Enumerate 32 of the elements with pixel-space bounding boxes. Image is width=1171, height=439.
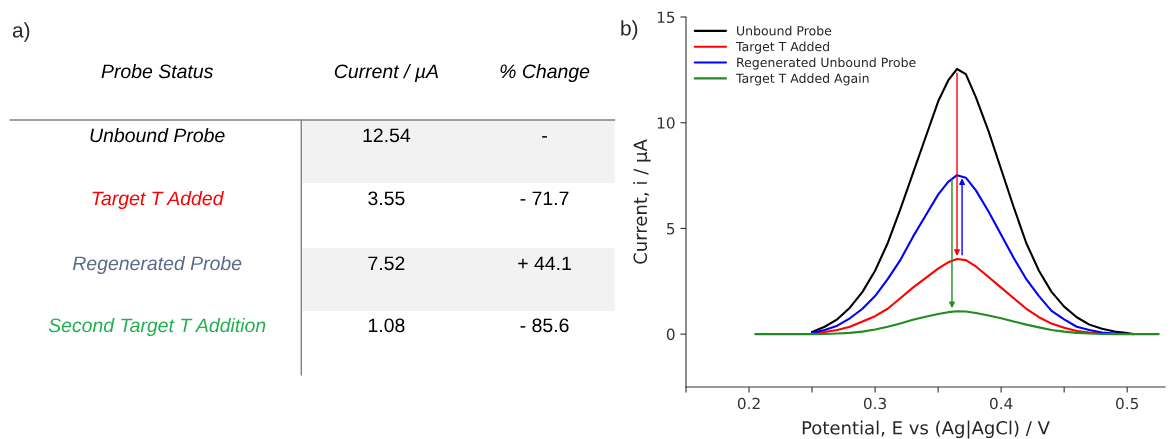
text: 1.08 bbox=[368, 318, 405, 333]
text: - 85.6 bbox=[520, 318, 569, 333]
x-axis-title: Potential, E vs (Ag|AgCl) / V bbox=[802, 420, 1050, 439]
text: 7.52 bbox=[368, 256, 405, 271]
text: % Change bbox=[500, 63, 590, 83]
chart-title: b) bbox=[621, 20, 638, 40]
text: Current / µA bbox=[334, 63, 438, 83]
text: Unbound Probe bbox=[90, 127, 225, 143]
text: a) bbox=[12, 22, 30, 42]
line-series bbox=[754, 310, 1160, 336]
text: 12.54 bbox=[363, 128, 411, 143]
legend-label: Target T Added bbox=[735, 41, 829, 54]
y-tick-label: 5 bbox=[667, 223, 675, 235]
x-tick-label: 0.3 bbox=[863, 397, 886, 410]
x-tick-label: 0.4 bbox=[989, 397, 1013, 410]
text: - bbox=[542, 136, 547, 138]
x-tick-label: 0.2 bbox=[737, 397, 760, 410]
text: Probe Status bbox=[101, 63, 213, 79]
y-tick-label: 0 bbox=[666, 328, 675, 341]
text: Regenerated Probe bbox=[72, 255, 242, 275]
legend-label: Target T Added Again bbox=[735, 73, 869, 86]
text: + 44.1 bbox=[518, 256, 571, 271]
text: - 71.7 bbox=[520, 191, 569, 206]
x-tick-label: 0.5 bbox=[1116, 397, 1138, 410]
text: Target T Added bbox=[92, 190, 224, 210]
text: Second Target T Addition bbox=[48, 317, 266, 337]
legend-label: Regenerated Unbound Probe bbox=[737, 57, 916, 70]
y-axis-title: Current, i / µA bbox=[633, 139, 651, 264]
y-tick-label: 10 bbox=[657, 117, 675, 129]
legend-label: Unbound Probe bbox=[737, 25, 832, 36]
text: 3.55 bbox=[368, 191, 405, 206]
y-tick-label: 15 bbox=[657, 11, 675, 24]
